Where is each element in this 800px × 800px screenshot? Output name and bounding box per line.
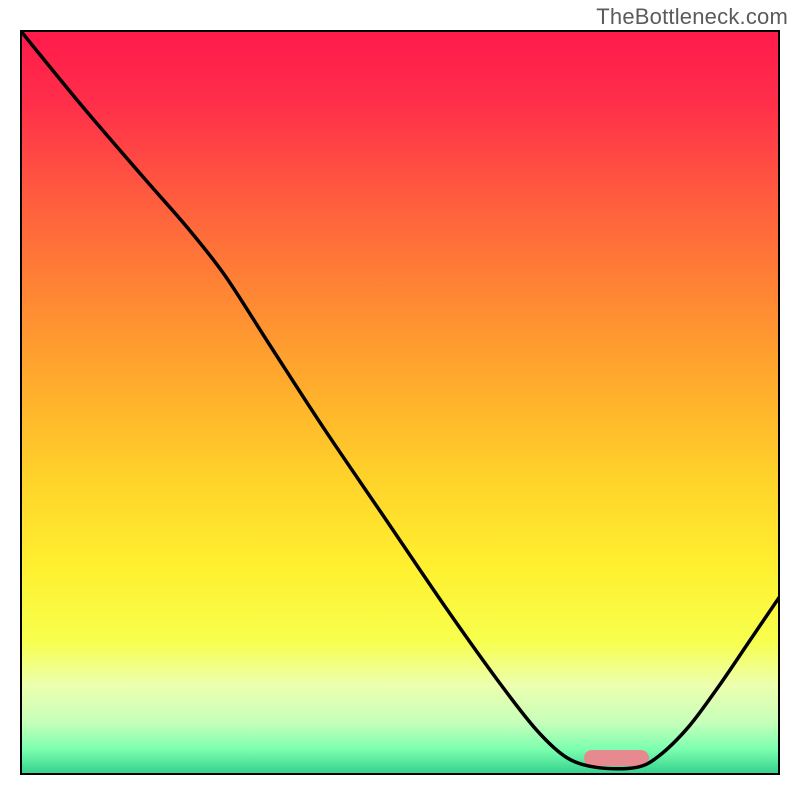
plot-frame [21,31,779,774]
plot-area [20,30,780,775]
curve-layer [20,30,780,775]
watermark-text: TheBottleneck.com [596,4,788,30]
bottleneck-curve [20,30,780,769]
